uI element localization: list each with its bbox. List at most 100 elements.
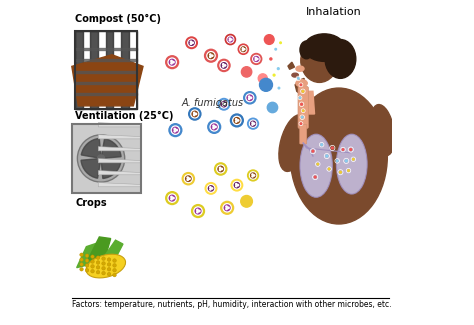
Circle shape <box>221 102 227 107</box>
Circle shape <box>249 172 256 179</box>
Bar <box>75 82 137 84</box>
Circle shape <box>252 176 253 177</box>
Circle shape <box>353 159 354 160</box>
Circle shape <box>230 179 243 192</box>
Circle shape <box>210 189 211 190</box>
Circle shape <box>91 269 94 273</box>
Circle shape <box>91 255 94 258</box>
Circle shape <box>184 175 192 183</box>
Circle shape <box>223 204 231 212</box>
Polygon shape <box>98 171 141 175</box>
Circle shape <box>328 168 330 170</box>
Circle shape <box>168 123 182 137</box>
Polygon shape <box>98 135 141 139</box>
Circle shape <box>182 172 195 186</box>
Bar <box>75 32 137 109</box>
Circle shape <box>299 97 301 98</box>
Ellipse shape <box>296 66 304 71</box>
Ellipse shape <box>296 80 307 87</box>
Circle shape <box>300 123 301 124</box>
Circle shape <box>346 160 347 162</box>
Circle shape <box>171 126 180 134</box>
Circle shape <box>236 121 237 122</box>
Circle shape <box>230 113 244 127</box>
Polygon shape <box>98 147 141 151</box>
Circle shape <box>197 212 198 213</box>
Circle shape <box>243 91 256 105</box>
Circle shape <box>192 42 193 44</box>
Circle shape <box>80 263 83 266</box>
Ellipse shape <box>290 88 387 224</box>
Circle shape <box>223 105 224 106</box>
Circle shape <box>331 147 333 149</box>
Circle shape <box>193 112 195 113</box>
Circle shape <box>247 169 259 182</box>
Circle shape <box>171 196 172 198</box>
Circle shape <box>113 264 116 267</box>
Circle shape <box>96 270 100 274</box>
Polygon shape <box>295 78 304 95</box>
Circle shape <box>258 74 267 83</box>
Circle shape <box>96 261 100 264</box>
Circle shape <box>231 39 232 40</box>
Circle shape <box>301 116 303 118</box>
Polygon shape <box>101 240 123 265</box>
Circle shape <box>255 59 256 60</box>
Circle shape <box>242 48 244 49</box>
Circle shape <box>91 265 94 268</box>
Circle shape <box>197 209 198 211</box>
Polygon shape <box>288 62 294 69</box>
Circle shape <box>210 123 219 131</box>
Ellipse shape <box>292 73 298 77</box>
Circle shape <box>275 48 276 50</box>
Circle shape <box>102 266 105 270</box>
Circle shape <box>220 100 228 108</box>
Polygon shape <box>77 243 96 268</box>
Circle shape <box>337 160 338 162</box>
Ellipse shape <box>304 34 345 61</box>
Circle shape <box>251 121 255 126</box>
Circle shape <box>214 162 228 176</box>
Circle shape <box>189 40 194 46</box>
Circle shape <box>248 98 250 99</box>
Circle shape <box>233 181 241 189</box>
Circle shape <box>225 104 226 105</box>
Circle shape <box>102 271 105 275</box>
Circle shape <box>300 84 301 85</box>
Circle shape <box>80 253 83 256</box>
Circle shape <box>219 169 221 171</box>
Polygon shape <box>72 55 143 106</box>
Circle shape <box>188 39 195 46</box>
Bar <box>75 48 137 50</box>
Circle shape <box>317 163 319 165</box>
Circle shape <box>237 44 249 55</box>
Circle shape <box>191 204 205 218</box>
Circle shape <box>171 60 172 62</box>
Wedge shape <box>81 159 101 178</box>
Circle shape <box>223 103 224 104</box>
Circle shape <box>169 59 175 65</box>
Circle shape <box>326 155 328 157</box>
Circle shape <box>252 174 253 175</box>
Circle shape <box>237 120 239 121</box>
Circle shape <box>217 58 231 72</box>
Ellipse shape <box>301 39 338 83</box>
Circle shape <box>257 58 258 59</box>
Text: Compost (50°C): Compost (50°C) <box>75 14 161 24</box>
Circle shape <box>195 208 201 214</box>
Polygon shape <box>88 237 110 261</box>
Circle shape <box>204 49 218 63</box>
Circle shape <box>189 178 190 179</box>
Text: Inhalation: Inhalation <box>306 7 362 17</box>
Bar <box>106 32 113 109</box>
Circle shape <box>264 35 274 45</box>
Ellipse shape <box>371 105 394 156</box>
Ellipse shape <box>334 61 340 70</box>
Circle shape <box>207 185 215 192</box>
Circle shape <box>215 126 216 128</box>
Circle shape <box>248 96 250 97</box>
Circle shape <box>169 195 175 201</box>
Circle shape <box>186 176 191 181</box>
Circle shape <box>277 68 279 70</box>
Circle shape <box>193 114 195 116</box>
